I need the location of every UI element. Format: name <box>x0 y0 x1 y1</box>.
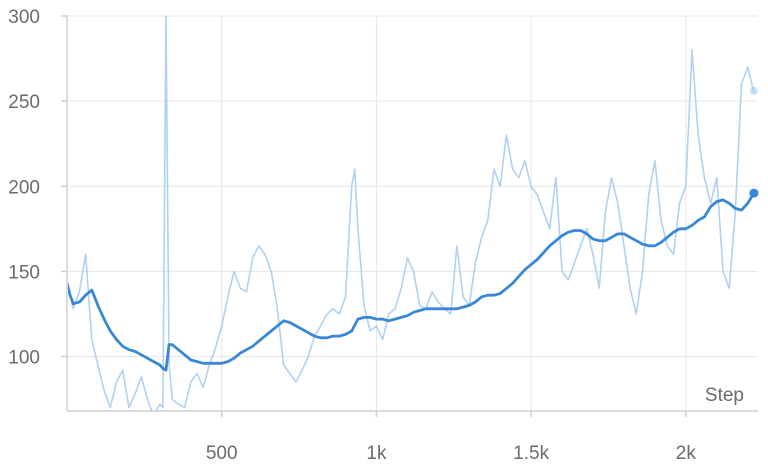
x-axis-ticks: 500 1k 1.5k 2k <box>206 411 697 464</box>
y-tick-label: 300 <box>8 7 40 28</box>
x-tick-label: 1k <box>366 443 387 464</box>
raw-series-line <box>68 15 755 411</box>
y-tick-label: 200 <box>8 177 40 198</box>
y-tick-label: 150 <box>8 262 40 283</box>
x-tick-label: 500 <box>206 443 238 464</box>
raw-series <box>68 15 755 411</box>
y-axis-ticks: 100 150 200 250 300 <box>8 7 67 369</box>
x-tick-label: 1.5k <box>513 443 549 464</box>
y-tick-label: 100 <box>8 348 40 369</box>
y-tick-label: 250 <box>8 92 40 113</box>
x-tick-label: 2k <box>676 443 697 464</box>
smoothed-series-line <box>68 191 756 372</box>
raw-series-last-point <box>749 86 758 95</box>
x-axis-title: Step <box>705 385 744 406</box>
smoothed-series <box>68 191 756 372</box>
axes <box>66 16 758 412</box>
grid-lines <box>67 15 757 411</box>
smoothed-series-last-point <box>749 188 759 198</box>
